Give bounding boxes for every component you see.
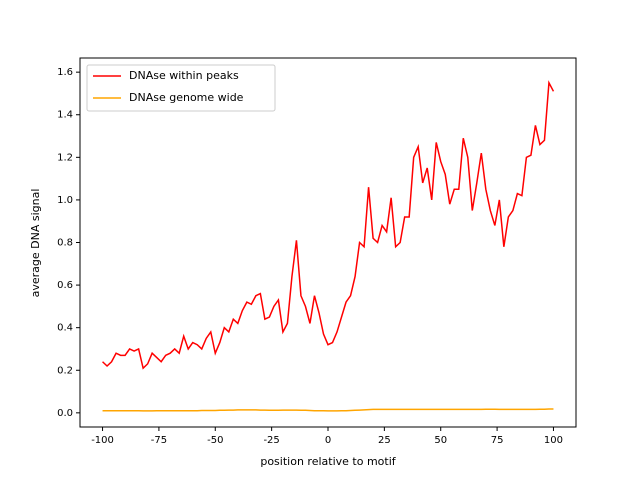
x-tick-label: 0 [325, 435, 331, 446]
legend-label: DNAse genome wide [129, 91, 244, 104]
y-tick-label: 1.6 [57, 67, 73, 78]
y-tick-label: 0.2 [57, 365, 73, 376]
y-tick-label: 1.4 [57, 110, 73, 121]
plot-frame [79, 57, 577, 428]
x-tick-label: -100 [91, 435, 114, 446]
x-axis-label: position relative to motif [260, 455, 396, 468]
series-line [102, 408, 554, 412]
legend-label: DNAse within peaks [129, 69, 239, 82]
legend-box [86, 64, 276, 112]
y-tick-label: 0.6 [57, 280, 73, 291]
y-tick-label: 0.0 [57, 408, 73, 419]
x-tick-label: 75 [491, 435, 504, 446]
x-tick-label: 50 [434, 435, 447, 446]
y-tick-label: 0.4 [57, 323, 73, 334]
y-tick-label: 0.8 [57, 238, 73, 249]
y-tick-label: 1.2 [57, 152, 73, 163]
x-tick-label: -25 [263, 435, 279, 446]
y-tick-label: 1.0 [57, 195, 73, 206]
x-tick-label: 25 [378, 435, 391, 446]
x-tick-label: 100 [544, 435, 563, 446]
y-axis-label: average DNA signal [29, 189, 42, 298]
x-tick-label: -50 [207, 435, 223, 446]
x-tick-label: -75 [151, 435, 167, 446]
series-line [102, 80, 555, 370]
